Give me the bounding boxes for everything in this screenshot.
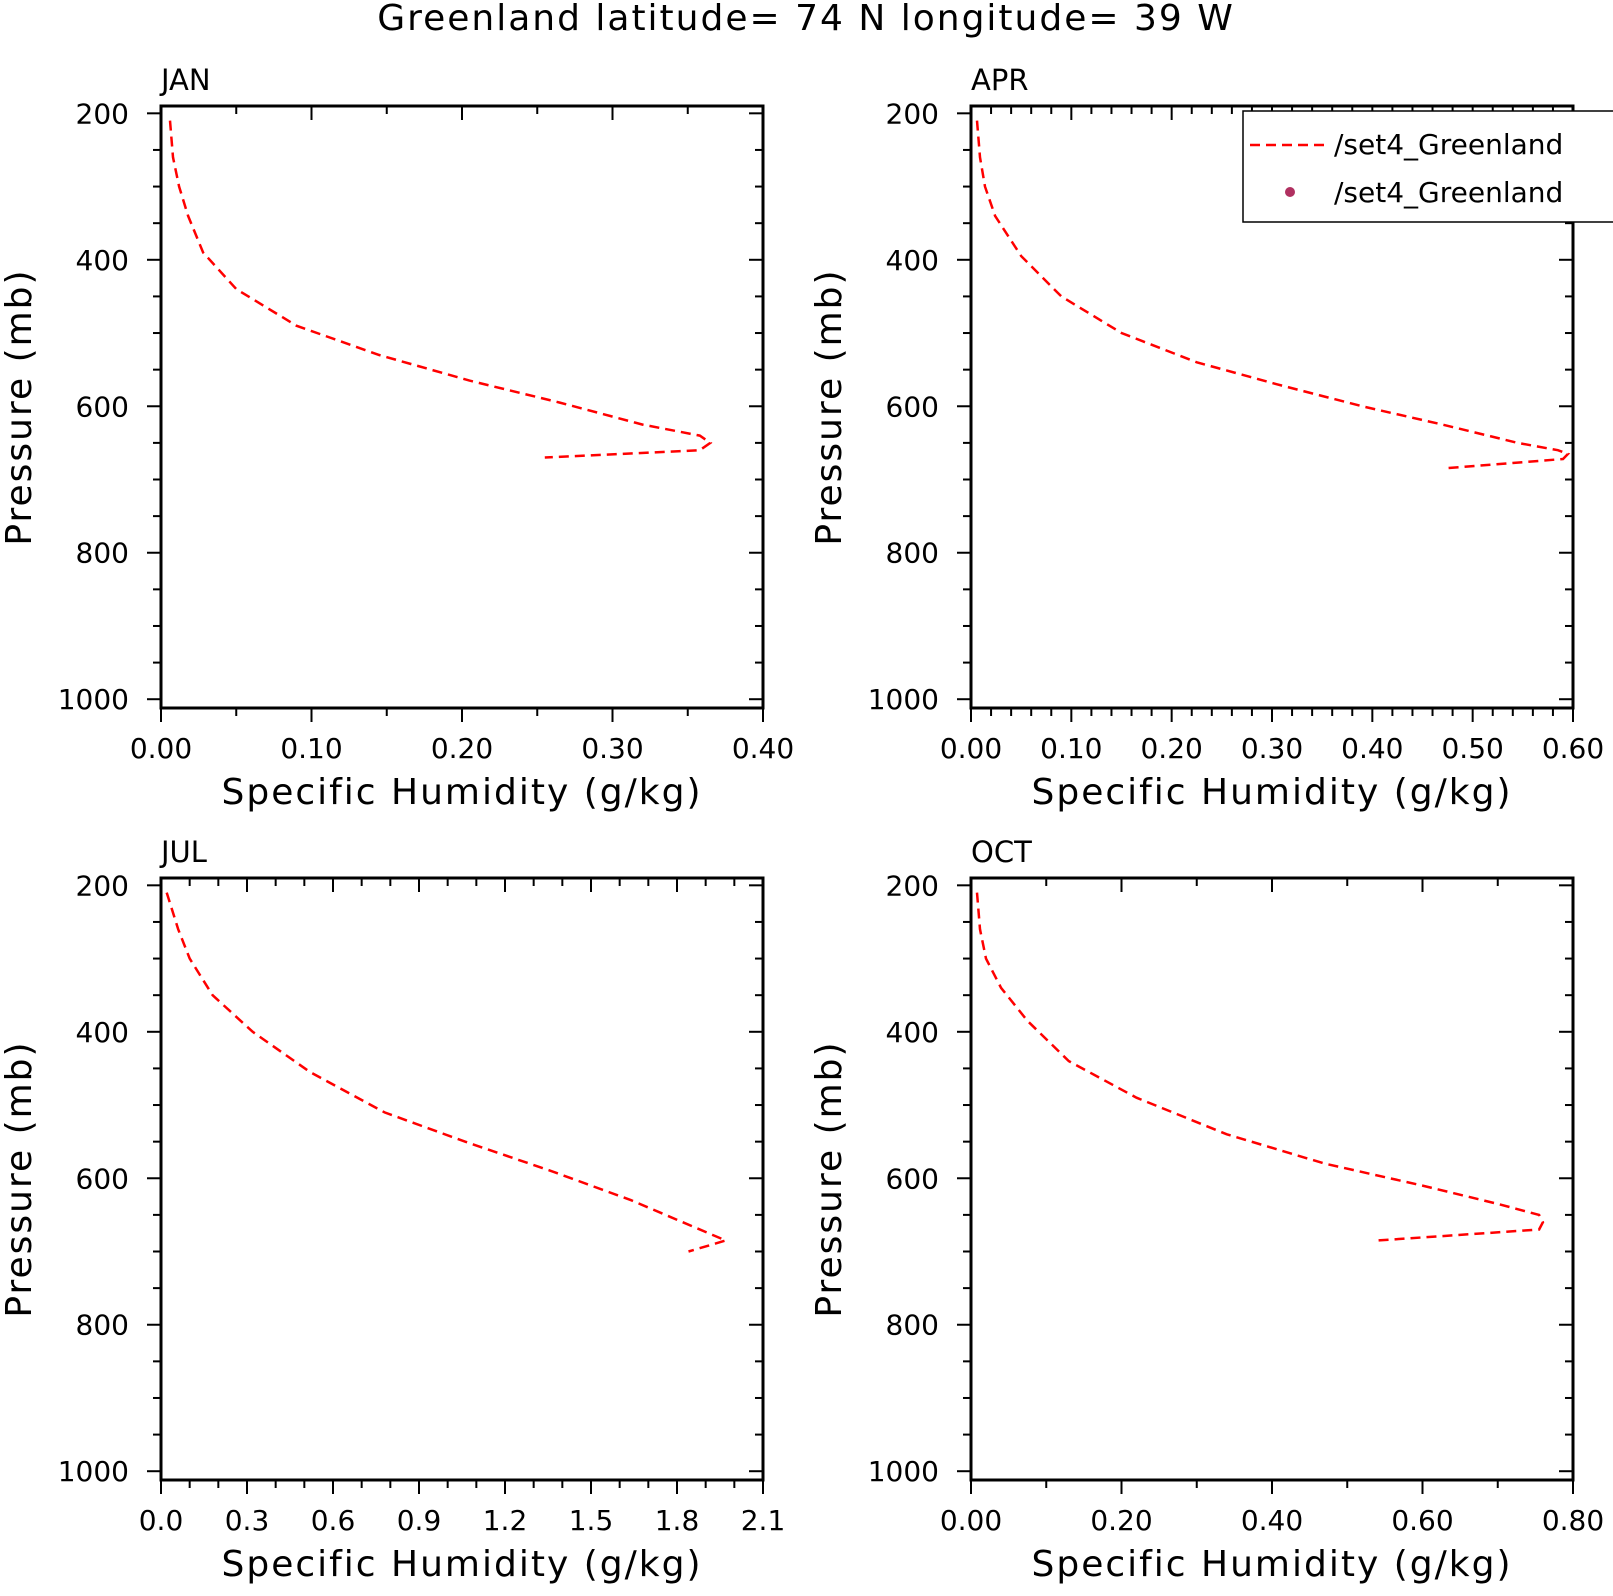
x-tick-label: 1.2	[483, 1504, 528, 1537]
y-tick-label: 1000	[58, 1455, 129, 1488]
panel-title: JUL	[159, 835, 207, 869]
y-tick-label: 200	[886, 97, 939, 130]
x-tick-label: 1.5	[569, 1504, 614, 1537]
x-tick-label: 0.40	[1241, 1504, 1303, 1537]
x-tick-label: 2.1	[741, 1504, 786, 1537]
x-tick-label: 0.00	[940, 1504, 1002, 1537]
panel-jan: JAN 0.00 0.10 0.20 0.30 0.40 200 400 600 800 1000 S…	[0, 63, 794, 813]
series-line	[165, 892, 730, 1253]
y-tick-label: 600	[886, 1162, 939, 1195]
x-tick-label: 0.9	[397, 1504, 442, 1537]
y-tick-label: 1000	[868, 1455, 939, 1488]
x-tick-label: 0.3	[225, 1504, 270, 1537]
y-tick-label: 200	[76, 97, 129, 130]
x-tick-label: 0.60	[1542, 732, 1604, 765]
y-tick-label: 400	[886, 244, 939, 277]
x-tick-label: 0.30	[581, 732, 643, 765]
x-tick-label: 0.0	[139, 1504, 184, 1537]
panel-oct: OCT 0.00 0.20 0.40 0.60 0.80 200 400 600 800 1000 S…	[809, 835, 1604, 1585]
legend-box	[1242, 110, 1613, 223]
x-tick-label: 0.00	[940, 732, 1002, 765]
y-tick-label: 1000	[58, 683, 129, 716]
y-tick-label: 400	[76, 244, 129, 277]
x-axis-label: Specific Humidity (g/kg)	[1031, 1544, 1512, 1585]
legend-entry-label: /set4_Greenland	[1334, 176, 1563, 209]
x-axis-label: Specific Humidity (g/kg)	[1031, 772, 1512, 813]
panels: JAN 0.00 0.10 0.20 0.30 0.40 200 400 600 800 1000 S…	[0, 63, 1604, 1585]
x-tick-label: 0.60	[1391, 1504, 1453, 1537]
y-axis-label: Pressure (mb)	[809, 268, 850, 545]
y-axis-label: Pressure (mb)	[0, 268, 40, 545]
y-tick-label: 800	[76, 537, 129, 570]
x-tick-label: 0.6	[311, 1504, 356, 1537]
x-tick-label: 0.20	[1140, 732, 1202, 765]
x-tick-label: 0.10	[280, 732, 342, 765]
x-tick-label: 0.80	[1542, 1504, 1604, 1537]
x-axis-label: Specific Humidity (g/kg)	[221, 772, 702, 813]
y-tick-label: 800	[886, 537, 939, 570]
y-axis-label: Pressure (mb)	[0, 1040, 40, 1317]
panel-title: OCT	[971, 835, 1032, 869]
x-tick-label: 0.40	[1341, 732, 1403, 765]
series-line	[975, 120, 1571, 470]
y-tick-label: 800	[886, 1309, 939, 1342]
panel-title: JAN	[159, 63, 211, 97]
x-tick-label: 0.50	[1441, 732, 1503, 765]
y-axis-label: Pressure (mb)	[809, 1040, 850, 1317]
x-tick-label: 0.20	[431, 732, 493, 765]
x-tick-label: 0.40	[732, 732, 794, 765]
legend-entry-label: /set4_Greenland	[1334, 128, 1563, 161]
x-tick-label: 0.30	[1241, 732, 1303, 765]
y-tick-label: 400	[76, 1016, 129, 1049]
x-tick-label: 1.8	[655, 1504, 700, 1537]
series-line	[168, 120, 713, 459]
y-tick-label: 1000	[868, 683, 939, 716]
figure-title: Greenland latitude= 74 N longitude= 39 W	[377, 0, 1235, 39]
legend-dot-swatch	[1285, 187, 1295, 197]
y-tick-label: 200	[76, 869, 129, 902]
y-tick-label: 600	[76, 1162, 129, 1195]
x-tick-label: 0.10	[1040, 732, 1102, 765]
x-tick-label: 0.20	[1090, 1504, 1152, 1537]
x-tick-label: 0.00	[130, 732, 192, 765]
series-line	[975, 892, 1545, 1242]
panel-jul: JUL 0.0 0.3 0.6 0.9 1.2 1.5 1.8 2.1 200 400 600 800 1…	[0, 835, 785, 1585]
y-tick-label: 800	[76, 1309, 129, 1342]
y-tick-label: 200	[886, 869, 939, 902]
y-tick-label: 400	[886, 1016, 939, 1049]
y-tick-label: 600	[76, 390, 129, 423]
y-tick-label: 600	[886, 390, 939, 423]
x-axis-label: Specific Humidity (g/kg)	[221, 1544, 702, 1585]
legend: /set4_Greenland/set4_Greenland	[1242, 110, 1613, 223]
panel-title: APR	[971, 63, 1028, 97]
